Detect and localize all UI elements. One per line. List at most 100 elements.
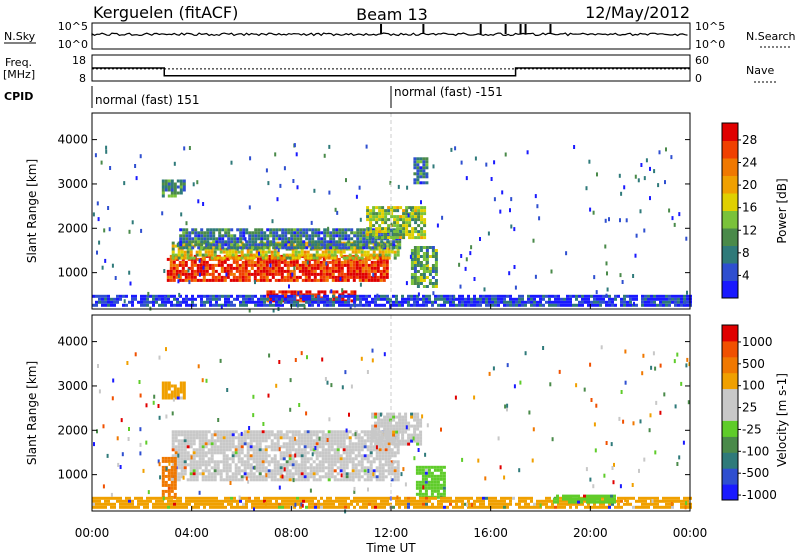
data-cell <box>402 227 406 231</box>
data-cell <box>302 299 306 303</box>
data-cell <box>193 263 197 267</box>
data-cell <box>213 430 217 434</box>
data-cell <box>392 427 396 431</box>
data-cell <box>422 279 426 282</box>
data-cell <box>179 179 183 183</box>
data-cell <box>183 250 187 254</box>
data-cell <box>387 469 391 473</box>
data-cell <box>410 261 414 264</box>
data-cell <box>377 424 381 428</box>
data-cell <box>236 505 239 509</box>
data-speck <box>281 474 284 479</box>
data-cell <box>509 502 512 506</box>
data-cell <box>229 266 233 270</box>
data-cell <box>223 254 227 258</box>
data-cell <box>383 415 387 419</box>
data-cell <box>183 457 187 461</box>
data-cell <box>644 294 647 298</box>
data-cell <box>419 276 423 279</box>
data-cell <box>497 502 500 506</box>
data-cell <box>366 212 370 216</box>
data-cell <box>204 451 208 455</box>
data-cell <box>226 272 230 276</box>
data-cell <box>189 442 193 446</box>
data-cell <box>101 303 104 307</box>
data-cell <box>314 505 317 509</box>
data-cell <box>272 240 276 244</box>
data-speck <box>649 166 651 171</box>
data-cell <box>228 457 232 461</box>
data-speck <box>510 197 513 202</box>
data-cell <box>310 269 314 273</box>
data-cell <box>592 497 595 501</box>
data-cell <box>378 469 382 473</box>
data-cell <box>288 436 292 440</box>
data-speck <box>605 293 608 298</box>
data-cell <box>668 499 671 503</box>
data-cell <box>260 228 264 232</box>
data-cell <box>200 240 204 244</box>
data-cell <box>122 294 125 298</box>
data-cell <box>204 430 208 434</box>
data-cell <box>436 489 440 493</box>
data-cell <box>330 253 334 257</box>
data-cell <box>279 436 283 440</box>
data-cell <box>342 448 346 452</box>
data-cell <box>265 266 269 270</box>
data-cell <box>415 486 419 490</box>
data-cell <box>404 442 408 446</box>
data-cell <box>413 424 417 428</box>
data-cell <box>269 243 273 247</box>
data-cell <box>293 505 296 509</box>
data-cell <box>212 231 216 235</box>
data-cell <box>359 297 362 301</box>
data-cell <box>278 303 281 307</box>
data-speck <box>649 196 651 201</box>
data-cell <box>363 466 367 470</box>
data-speck <box>280 300 283 305</box>
data-cell <box>225 454 229 458</box>
data-cell <box>210 478 214 482</box>
data-cell <box>437 505 440 509</box>
data-cell <box>352 275 356 279</box>
data-cell <box>668 294 671 298</box>
data-cell <box>176 387 180 391</box>
data-cell <box>179 185 183 189</box>
data-cell <box>190 275 194 279</box>
data-cell <box>393 224 397 228</box>
data-cell <box>416 270 420 273</box>
data-cell <box>387 466 391 470</box>
power-colorbar-label: Power [dB] <box>775 178 789 243</box>
data-cell <box>246 475 250 479</box>
data-cell <box>240 469 244 473</box>
data-cell <box>192 439 196 443</box>
data-cell <box>437 303 440 307</box>
data-cell <box>263 246 267 250</box>
data-cell <box>331 266 335 270</box>
data-speck <box>469 251 472 256</box>
data-cell <box>396 215 400 219</box>
data-cell <box>170 390 174 394</box>
data-cell <box>347 496 350 500</box>
data-cell <box>365 297 368 301</box>
data-cell <box>389 415 393 419</box>
data-cell <box>358 275 362 279</box>
data-cell <box>352 278 356 282</box>
data-cell <box>470 300 473 304</box>
data-cell <box>326 499 329 503</box>
data-cell <box>216 463 220 467</box>
data-cell <box>183 451 187 455</box>
data-cell <box>258 253 262 257</box>
data-cell <box>198 451 202 455</box>
data-cell <box>309 430 313 434</box>
data-cell <box>641 297 644 301</box>
data-cell <box>593 294 596 298</box>
data-cell <box>404 412 408 416</box>
data-cell <box>200 243 204 247</box>
data-cell <box>353 231 357 235</box>
data-cell <box>172 272 176 276</box>
data-cell <box>273 463 277 467</box>
data-cell <box>231 433 235 437</box>
data-cell <box>225 460 229 464</box>
data-cell <box>119 496 122 500</box>
